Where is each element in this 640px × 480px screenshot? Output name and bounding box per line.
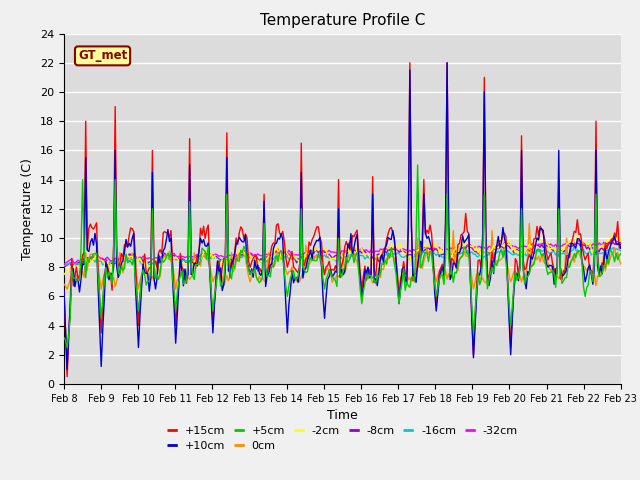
Y-axis label: Temperature (C): Temperature (C) bbox=[22, 158, 35, 260]
-8cm bbox=[244, 250, 252, 256]
-32cm bbox=[60, 262, 68, 267]
+5cm bbox=[305, 258, 313, 264]
-2cm bbox=[586, 240, 594, 246]
-8cm bbox=[617, 241, 625, 247]
Line: -32cm: -32cm bbox=[64, 239, 621, 264]
+15cm bbox=[228, 257, 236, 263]
-32cm bbox=[611, 236, 618, 242]
-16cm bbox=[60, 263, 68, 269]
+15cm bbox=[246, 264, 254, 270]
+5cm bbox=[130, 255, 138, 261]
-32cm bbox=[244, 250, 252, 256]
+10cm bbox=[255, 271, 263, 276]
+15cm bbox=[255, 265, 263, 271]
+10cm bbox=[130, 230, 138, 236]
+15cm bbox=[60, 288, 68, 294]
-2cm bbox=[60, 272, 68, 277]
-2cm bbox=[254, 257, 262, 263]
+10cm bbox=[63, 367, 71, 372]
-8cm bbox=[303, 253, 311, 259]
+10cm bbox=[305, 253, 313, 259]
-16cm bbox=[244, 254, 252, 260]
0cm bbox=[63, 286, 71, 292]
-8cm bbox=[606, 240, 614, 245]
Line: -16cm: -16cm bbox=[64, 247, 621, 266]
-16cm bbox=[254, 257, 262, 263]
Line: +10cm: +10cm bbox=[64, 63, 621, 370]
-32cm bbox=[254, 251, 262, 257]
-2cm bbox=[244, 249, 252, 255]
-16cm bbox=[129, 256, 136, 262]
+10cm bbox=[617, 245, 625, 251]
+15cm bbox=[617, 245, 625, 251]
0cm bbox=[525, 220, 533, 226]
0cm bbox=[589, 276, 596, 282]
-16cm bbox=[617, 248, 625, 253]
-32cm bbox=[617, 240, 625, 245]
+5cm bbox=[414, 162, 422, 168]
-8cm bbox=[586, 247, 594, 252]
0cm bbox=[617, 261, 625, 267]
0cm bbox=[130, 256, 138, 262]
-8cm bbox=[226, 258, 234, 264]
-16cm bbox=[570, 244, 578, 250]
-32cm bbox=[129, 253, 136, 259]
+10cm bbox=[589, 281, 596, 287]
Text: GT_met: GT_met bbox=[78, 49, 127, 62]
+15cm bbox=[130, 229, 138, 235]
+15cm bbox=[305, 239, 313, 245]
-16cm bbox=[303, 257, 311, 263]
0cm bbox=[255, 274, 263, 279]
-2cm bbox=[129, 254, 136, 260]
-2cm bbox=[303, 250, 311, 256]
+5cm bbox=[228, 276, 236, 282]
-32cm bbox=[586, 241, 594, 247]
+10cm bbox=[246, 272, 254, 277]
X-axis label: Time: Time bbox=[327, 409, 358, 422]
+15cm bbox=[406, 60, 413, 66]
-32cm bbox=[226, 252, 234, 258]
Line: +5cm: +5cm bbox=[64, 165, 621, 348]
+5cm bbox=[589, 278, 596, 284]
+5cm bbox=[246, 272, 254, 277]
+5cm bbox=[63, 345, 71, 350]
+10cm bbox=[60, 288, 68, 294]
-2cm bbox=[609, 232, 617, 238]
Line: 0cm: 0cm bbox=[64, 223, 621, 289]
Line: +15cm: +15cm bbox=[64, 63, 621, 377]
-16cm bbox=[226, 259, 234, 265]
Line: -8cm: -8cm bbox=[64, 242, 621, 267]
0cm bbox=[305, 261, 313, 267]
-8cm bbox=[254, 256, 262, 262]
0cm bbox=[60, 281, 68, 287]
-32cm bbox=[303, 252, 311, 258]
Line: -2cm: -2cm bbox=[64, 235, 621, 275]
Title: Temperature Profile C: Temperature Profile C bbox=[260, 13, 425, 28]
+5cm bbox=[255, 280, 263, 286]
+10cm bbox=[444, 60, 451, 66]
+5cm bbox=[60, 335, 68, 341]
0cm bbox=[228, 250, 236, 255]
+10cm bbox=[228, 261, 236, 267]
0cm bbox=[246, 279, 254, 285]
-2cm bbox=[226, 258, 234, 264]
-8cm bbox=[60, 264, 68, 270]
+5cm bbox=[617, 251, 625, 256]
Legend: +15cm, +10cm, +5cm, 0cm, -2cm, -8cm, -16cm, -32cm: +15cm, +10cm, +5cm, 0cm, -2cm, -8cm, -16… bbox=[163, 421, 522, 456]
-8cm bbox=[129, 255, 136, 261]
+15cm bbox=[63, 374, 71, 380]
-16cm bbox=[588, 252, 595, 258]
+15cm bbox=[589, 271, 596, 277]
-2cm bbox=[617, 239, 625, 244]
